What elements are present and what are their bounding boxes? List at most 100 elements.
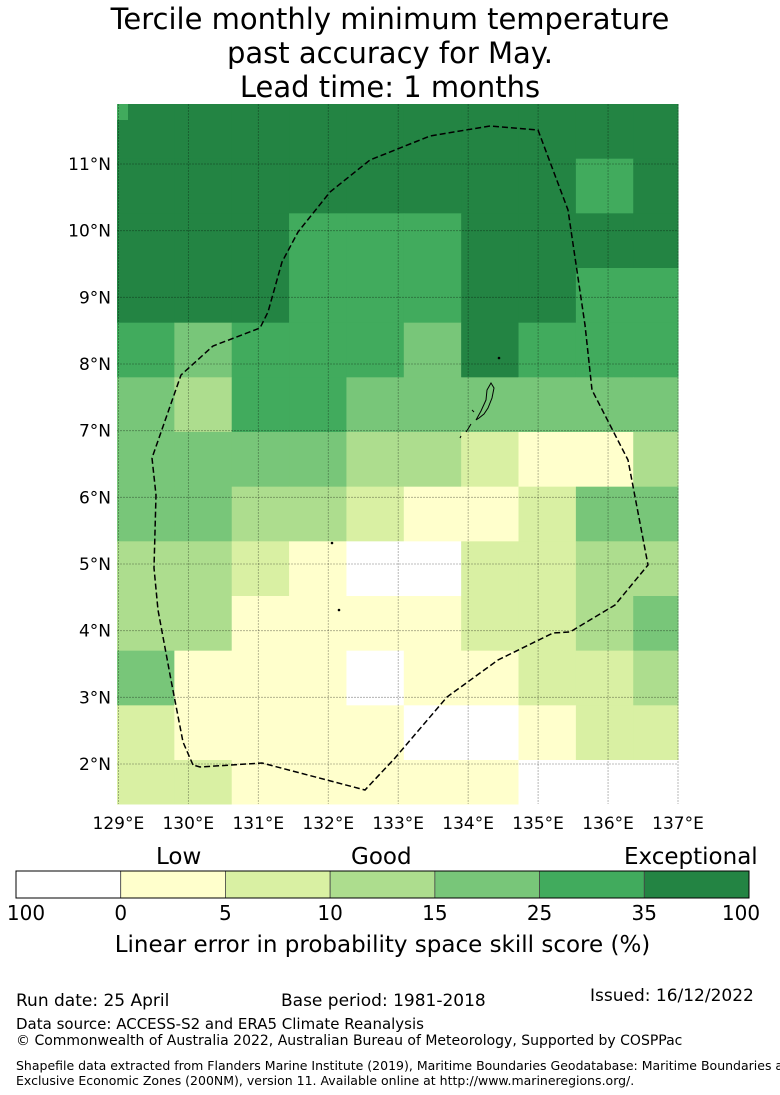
grid-cell bbox=[346, 760, 405, 805]
colorbar-tick-label: 5 bbox=[219, 901, 232, 925]
grid-cell bbox=[575, 268, 634, 324]
grid-cell bbox=[174, 268, 233, 324]
latitude-tick-label: 8°N bbox=[79, 355, 111, 375]
colorbar-category-exceptional: Exceptional bbox=[624, 844, 758, 870]
grid-cell bbox=[346, 104, 405, 160]
issued-date: Issued: 16/12/2022 bbox=[590, 986, 754, 1006]
grid-cell bbox=[117, 104, 128, 120]
grid-cell bbox=[346, 322, 405, 378]
grid-cell bbox=[289, 541, 347, 597]
grid-cell bbox=[117, 377, 175, 433]
grid-cell bbox=[518, 650, 577, 706]
grid-cell bbox=[346, 432, 405, 488]
colorbar-segment bbox=[643, 870, 750, 899]
grid-cell bbox=[575, 541, 634, 597]
grid-cell bbox=[575, 213, 634, 269]
skill-grid bbox=[117, 104, 679, 805]
graticule bbox=[117, 104, 679, 804]
colorbar-tick-label: 0 bbox=[114, 901, 128, 925]
grid-cell bbox=[117, 541, 175, 597]
grid-cell bbox=[518, 596, 577, 652]
copyright-notice: © Commonwealth of Australia 2022, Austra… bbox=[16, 1033, 683, 1049]
grid-cell bbox=[461, 377, 520, 433]
grid-cell bbox=[117, 158, 175, 214]
colorbar-segment bbox=[539, 870, 645, 899]
grid-cell bbox=[518, 760, 577, 805]
grid-cell bbox=[289, 650, 347, 706]
grid-cell bbox=[174, 377, 233, 433]
grid-cell bbox=[289, 322, 347, 378]
grid-cell bbox=[174, 158, 233, 214]
grid-cell bbox=[575, 432, 634, 488]
grid-cell bbox=[403, 158, 462, 214]
colorbar-tick-label: 10 bbox=[317, 901, 343, 925]
grid-cell bbox=[518, 158, 577, 214]
latitude-tick-label: 7°N bbox=[79, 422, 111, 442]
grid-cell bbox=[346, 650, 405, 706]
grid-cell bbox=[231, 541, 290, 597]
grid-cell bbox=[461, 213, 520, 269]
grid-cell bbox=[575, 486, 634, 542]
grid-cell bbox=[346, 486, 405, 542]
latitude-tick-label: 4°N bbox=[79, 622, 111, 642]
latitude-tick-label: 3°N bbox=[79, 688, 111, 708]
grid-cell bbox=[575, 596, 634, 652]
colorbar-tick-label: 15 bbox=[422, 901, 448, 925]
grid-cell bbox=[575, 158, 634, 214]
colorbar-tick-label: 35 bbox=[631, 901, 658, 925]
latitude-tick-label: 11°N bbox=[68, 155, 111, 175]
longitude-tick-label: 129°E bbox=[93, 814, 145, 834]
grid-cell bbox=[231, 760, 290, 805]
grid-cell bbox=[403, 486, 462, 542]
grid-cell bbox=[461, 760, 520, 805]
grid-cell bbox=[633, 650, 679, 706]
longitude-labels: 129°E 130°E 131°E 132°E 133°E 134°E 135°E 136°E… bbox=[93, 814, 704, 834]
grid-cell bbox=[575, 377, 634, 433]
grid-cell bbox=[289, 705, 347, 761]
grid-cell bbox=[346, 705, 405, 761]
grid-cell bbox=[633, 432, 679, 488]
grid-cell bbox=[518, 322, 577, 378]
grid-cell bbox=[461, 705, 520, 761]
grid-cell bbox=[174, 213, 233, 269]
grid-cell bbox=[403, 268, 462, 324]
grid-cell bbox=[117, 432, 175, 488]
grid-cell bbox=[346, 213, 405, 269]
grid-cell bbox=[461, 541, 520, 597]
grid-cell bbox=[231, 158, 290, 214]
grid-cell bbox=[174, 541, 233, 597]
colorbar-outline bbox=[15, 870, 750, 899]
latitude-tick-label: 10°N bbox=[68, 222, 111, 242]
grid-cell bbox=[174, 322, 233, 378]
grid-cell bbox=[346, 377, 405, 433]
grid-cell bbox=[461, 650, 520, 706]
grid-cell bbox=[633, 486, 679, 542]
grid-cell bbox=[575, 104, 634, 160]
grid-cell bbox=[174, 486, 233, 542]
colorbar-label: Linear error in probability space skill … bbox=[114, 932, 651, 958]
grid-cell bbox=[174, 596, 233, 652]
shapefile-credit-line-2: Exclusive Economic Zones (200NM), versio… bbox=[16, 1073, 635, 1088]
grid-cell bbox=[117, 213, 175, 269]
colorbar-category-low: Low bbox=[156, 844, 202, 870]
grid-cell bbox=[461, 596, 520, 652]
grid-cell bbox=[518, 104, 577, 160]
grid-cell bbox=[231, 650, 290, 706]
title-line-1: Tercile monthly minimum temperature bbox=[110, 2, 670, 36]
grid-cell bbox=[461, 158, 520, 214]
latitude-labels: 11°N 10°N 9°N 8°N 7°N 6°N 5°N 4°N 3°N 2°N bbox=[68, 155, 111, 775]
grid-cell bbox=[633, 104, 679, 160]
base-period: Base period: 1981-2018 bbox=[281, 991, 486, 1011]
grid-cell bbox=[633, 377, 679, 433]
grid-cell bbox=[289, 596, 347, 652]
grid-cell bbox=[174, 432, 233, 488]
grid-cell bbox=[346, 541, 405, 597]
grid-cell bbox=[575, 322, 634, 378]
grid-cell bbox=[117, 596, 175, 652]
longitude-tick-label: 130°E bbox=[162, 814, 214, 834]
grid-cell bbox=[289, 486, 347, 542]
grid-cell bbox=[461, 268, 520, 324]
latitude-tick-label: 2°N bbox=[79, 755, 111, 775]
grid-cell bbox=[575, 760, 634, 805]
